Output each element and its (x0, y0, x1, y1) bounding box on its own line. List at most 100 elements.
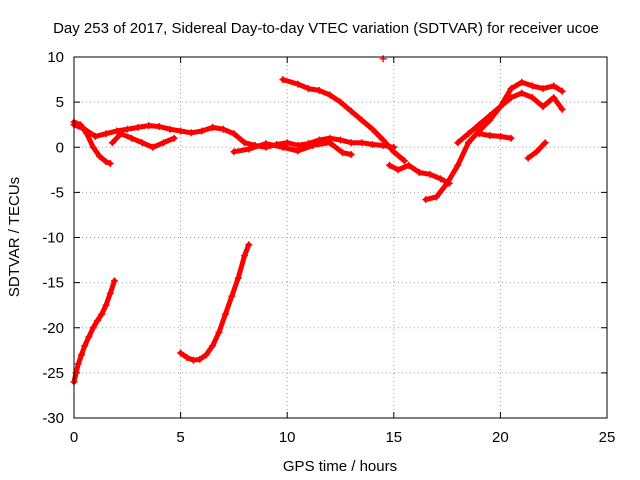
data-point (528, 82, 536, 90)
data-point (294, 80, 302, 88)
data-point (339, 149, 347, 157)
data-point (221, 310, 229, 318)
data-point (379, 55, 387, 63)
data-point (128, 134, 136, 142)
data-point (215, 328, 223, 336)
data-point (390, 148, 398, 156)
series-arc-c (108, 130, 178, 151)
y-tick-label: -10 (42, 230, 64, 247)
data-point (368, 125, 376, 133)
data-point (183, 354, 191, 362)
data-point (138, 139, 146, 147)
axis-ticks: 0 5 10 15 20 25 -30 -25 -20 -15 -10 -5 0 5 10 (42, 49, 615, 446)
plot-frame (73, 56, 608, 419)
data-point (89, 324, 97, 332)
data-point (170, 134, 178, 142)
data-point (337, 136, 344, 144)
data-point (77, 351, 85, 359)
data-point (486, 132, 494, 140)
x-tick-label: 10 (279, 429, 296, 446)
y-tick-label: 10 (47, 49, 64, 66)
data-point (283, 139, 291, 147)
data-point (145, 122, 153, 130)
data-point (464, 139, 472, 147)
data-point (81, 125, 89, 133)
data-point (347, 150, 355, 158)
y-tick-label: -15 (42, 275, 64, 292)
data-point (245, 241, 253, 249)
y-tick-label: -25 (42, 365, 64, 382)
data-point (177, 349, 185, 357)
data-point (394, 166, 402, 174)
data-point (189, 356, 197, 364)
series-arc-b (70, 121, 398, 151)
data-point (102, 301, 110, 309)
data-point (81, 342, 89, 350)
data-point (305, 85, 313, 93)
series-trace (178, 242, 252, 363)
data-point (475, 130, 483, 138)
x-tick-label: 20 (492, 429, 509, 446)
data-point (315, 86, 323, 94)
data-point (245, 145, 253, 153)
data-point (279, 143, 287, 151)
series-arc-e (279, 76, 408, 165)
data-point (102, 130, 110, 138)
data-point (337, 98, 344, 106)
data-point (426, 170, 434, 178)
data-point (177, 127, 185, 135)
series-trace (476, 131, 514, 141)
data-point (326, 91, 334, 99)
data-point (405, 161, 413, 169)
data-point (558, 105, 566, 113)
data-point (533, 148, 541, 156)
data-point (358, 116, 366, 124)
x-tick-label: 15 (385, 429, 402, 446)
data-point (437, 175, 445, 183)
data-point (98, 310, 106, 318)
data-point (234, 274, 242, 282)
data-point (160, 139, 168, 147)
data-point (219, 125, 227, 133)
data-point (155, 122, 163, 130)
data-point (541, 139, 549, 147)
data-point (294, 147, 302, 155)
data-point (347, 139, 355, 147)
data-point (279, 76, 287, 84)
data-point (415, 169, 423, 177)
data-point (507, 94, 515, 102)
data-point (443, 179, 451, 187)
data-point (111, 277, 119, 285)
data-point (74, 360, 82, 368)
data-point (326, 139, 334, 147)
data-point (309, 141, 317, 149)
data-point (196, 355, 204, 363)
data-point (518, 89, 526, 97)
data-point (454, 139, 462, 147)
data-point (496, 103, 504, 111)
data-point (528, 94, 536, 102)
data-point (550, 82, 558, 90)
data-point (108, 139, 116, 147)
data-point (89, 143, 97, 151)
data-point (379, 136, 387, 144)
data-point (187, 129, 195, 137)
data-point (507, 85, 515, 93)
data-point (518, 78, 526, 86)
data-point (539, 103, 547, 111)
series-arc-j (475, 130, 515, 142)
data-point (93, 317, 101, 325)
series-arc-f (379, 55, 387, 63)
data-point (524, 154, 532, 162)
data-point (106, 289, 114, 297)
chart-title: Day 253 of 2017, Sidereal Day-to-day VTE… (53, 20, 599, 37)
series-arc-g (386, 161, 453, 187)
data-point (507, 134, 515, 142)
data-point (262, 140, 270, 148)
data-point (486, 112, 494, 120)
y-axis-label: SDTVAR / TECUs (6, 177, 23, 297)
data-point (166, 125, 174, 133)
y-tick-label: 5 (56, 94, 64, 111)
data-point (123, 125, 131, 133)
